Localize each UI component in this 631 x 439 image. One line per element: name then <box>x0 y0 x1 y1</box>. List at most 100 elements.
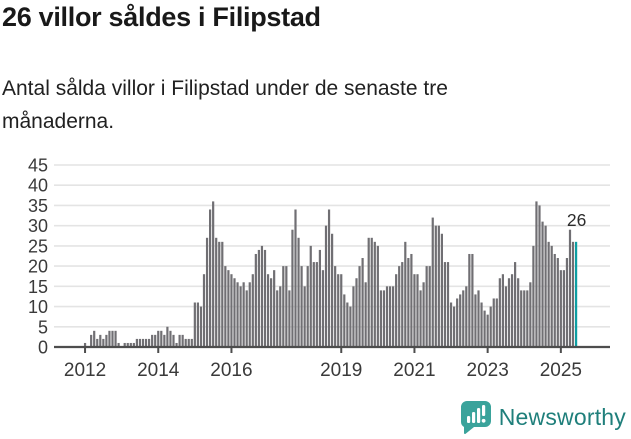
bar <box>221 241 224 347</box>
bar <box>242 282 245 347</box>
bar <box>465 286 468 347</box>
bar <box>526 290 529 347</box>
bar <box>270 278 273 347</box>
bar <box>547 241 550 347</box>
bar <box>303 286 306 347</box>
bar <box>193 302 196 347</box>
page-title: 26 villor såldes i Filipstad <box>2 2 321 32</box>
bar <box>300 266 303 347</box>
y-tick-label: 45 <box>28 156 48 176</box>
bar <box>184 338 187 347</box>
bar <box>294 209 297 347</box>
bar <box>178 334 181 347</box>
bar <box>285 266 288 347</box>
bar <box>315 262 318 347</box>
bar <box>456 298 459 347</box>
bar <box>398 266 401 347</box>
bar <box>318 249 321 347</box>
bar <box>520 290 523 347</box>
bar <box>495 298 498 347</box>
bar <box>141 338 145 347</box>
bar <box>93 330 96 347</box>
bar <box>291 229 294 347</box>
bar <box>425 266 428 347</box>
bar <box>401 262 404 347</box>
bar <box>236 282 239 347</box>
bar <box>96 338 99 347</box>
x-tick-label: 2014 <box>137 360 180 381</box>
y-tick-label: 30 <box>28 216 48 236</box>
bar <box>565 258 569 347</box>
highlight-bar <box>575 241 578 347</box>
bar <box>334 266 337 347</box>
bar <box>309 245 312 347</box>
bar <box>196 302 199 347</box>
bar <box>187 338 190 347</box>
bar <box>266 274 270 347</box>
bar <box>349 306 352 347</box>
bar <box>370 237 373 347</box>
bar <box>327 209 331 347</box>
y-tick-label: 5 <box>38 317 48 337</box>
bar <box>382 290 386 347</box>
bar <box>248 282 251 347</box>
bar <box>538 205 541 347</box>
bar <box>352 286 355 347</box>
bar <box>379 290 382 347</box>
bar <box>209 209 212 347</box>
y-tick-label: 25 <box>28 236 48 256</box>
bar <box>395 274 398 347</box>
bar <box>111 330 114 347</box>
bar <box>117 342 120 347</box>
bar <box>154 334 157 347</box>
bar <box>279 286 282 347</box>
bar <box>364 282 367 347</box>
bar <box>355 278 358 347</box>
bar <box>517 278 520 347</box>
bar <box>175 342 178 347</box>
bar <box>431 217 434 347</box>
y-tick-label: 20 <box>28 257 48 277</box>
bar <box>227 270 230 347</box>
bar <box>550 245 553 347</box>
bar <box>453 306 456 347</box>
y-tick-label: 10 <box>28 297 48 317</box>
bar <box>507 278 511 347</box>
bar <box>459 294 462 347</box>
bar <box>132 342 135 347</box>
bar <box>151 334 154 347</box>
bar <box>212 201 215 347</box>
bar <box>388 286 392 347</box>
bar <box>510 274 514 347</box>
bar <box>129 342 132 347</box>
y-tick-label: 15 <box>28 277 48 297</box>
bar <box>99 334 102 347</box>
bar <box>126 342 129 347</box>
bar <box>541 221 544 347</box>
bar <box>373 241 376 347</box>
bar <box>343 294 346 347</box>
bar <box>337 274 340 347</box>
bar <box>367 237 370 347</box>
bar <box>404 241 407 347</box>
x-tick-label: 2025 <box>540 360 582 381</box>
bar <box>474 294 477 347</box>
bar <box>407 258 410 347</box>
bar <box>163 334 166 347</box>
bar <box>135 338 138 347</box>
bar <box>144 338 148 347</box>
bar <box>544 225 547 347</box>
y-tick-label: 0 <box>38 338 48 358</box>
bar <box>239 286 242 347</box>
bar <box>102 338 105 347</box>
bar <box>437 225 440 347</box>
bar <box>233 278 236 347</box>
bar <box>571 241 575 347</box>
x-tick-label: 2012 <box>64 360 106 381</box>
bar <box>215 237 218 347</box>
x-tick-label: 2019 <box>320 360 362 381</box>
bar <box>205 237 209 347</box>
bar <box>169 330 172 347</box>
